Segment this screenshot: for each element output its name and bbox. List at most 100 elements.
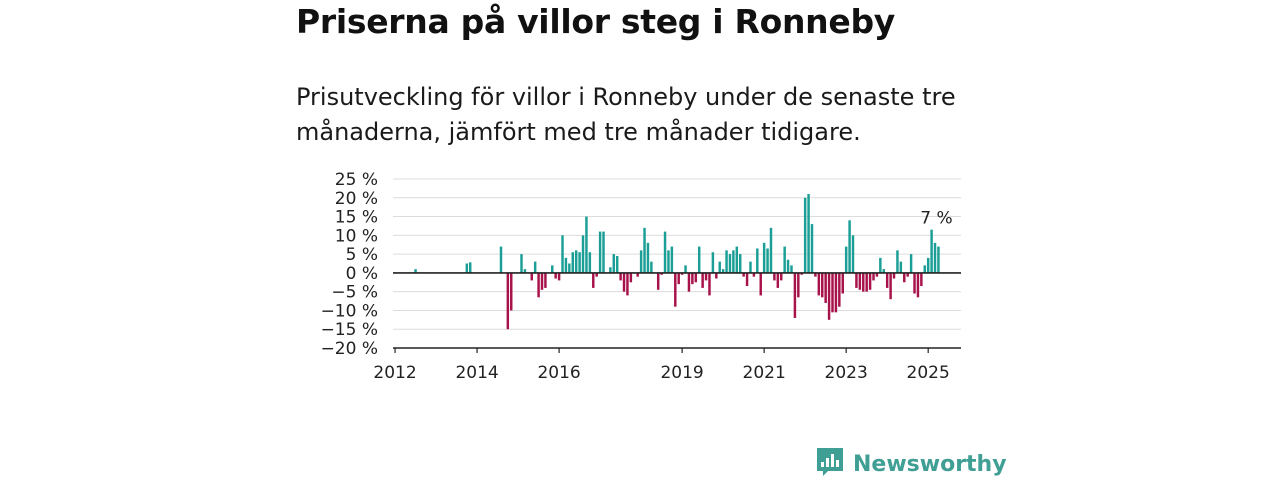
bar <box>469 262 472 273</box>
bar <box>506 272 510 330</box>
bar <box>721 269 725 273</box>
bar <box>544 272 547 288</box>
bar <box>537 272 540 298</box>
bar <box>920 272 923 287</box>
bar <box>588 252 592 273</box>
bar <box>684 265 687 273</box>
bar <box>872 272 875 281</box>
bar <box>923 265 927 273</box>
bar <box>930 229 933 273</box>
bar <box>656 272 660 290</box>
bar <box>465 263 469 273</box>
bar <box>629 272 633 283</box>
bar <box>916 272 920 298</box>
bar <box>783 246 786 273</box>
y-tick-label: 5 % <box>346 245 378 265</box>
bar <box>708 272 711 296</box>
bar <box>626 272 629 296</box>
bar <box>615 255 619 273</box>
bar <box>807 194 810 273</box>
bar <box>687 272 691 292</box>
bar <box>913 272 916 294</box>
bar <box>674 272 677 307</box>
bar <box>595 272 598 277</box>
bar <box>834 272 838 313</box>
bar <box>711 252 715 273</box>
bar <box>862 272 865 292</box>
bar <box>414 269 417 273</box>
bar <box>797 272 800 298</box>
bar <box>875 272 879 277</box>
bar <box>650 261 653 273</box>
bar <box>745 272 749 287</box>
bar <box>790 265 793 273</box>
bar <box>581 235 585 273</box>
bar <box>752 272 756 277</box>
x-tick-label: 2019 <box>660 363 703 383</box>
bar <box>766 248 769 273</box>
bar <box>903 272 906 283</box>
y-tick-label: −15 % <box>321 320 378 340</box>
bar <box>937 246 940 273</box>
newsworthy-brand-name: Newsworthy <box>853 451 1007 477</box>
y-tick-label: −5 % <box>331 283 378 303</box>
bar <box>899 261 903 273</box>
bar <box>933 242 937 273</box>
chart-title: Priserna på villor steg i Ronneby <box>296 2 895 41</box>
bar <box>865 272 868 292</box>
bar <box>602 231 605 273</box>
y-tick-label: 0 % <box>346 264 378 284</box>
x-tick-label: 2012 <box>373 363 416 383</box>
bar <box>660 272 663 275</box>
bar <box>643 227 646 273</box>
x-tick-label: 2021 <box>743 363 786 383</box>
bar <box>735 246 739 273</box>
bar <box>841 272 844 294</box>
bar <box>715 272 718 279</box>
chart-subtitle: Prisutveckling för villor i Ronneby unde… <box>296 83 956 146</box>
bar <box>701 272 704 288</box>
y-axis-labels: 25 %20 %15 %10 %5 %0 %−5 %−10 %−15 %−20 … <box>321 170 378 359</box>
bar <box>738 254 742 273</box>
bar <box>732 250 735 273</box>
bar <box>568 263 571 273</box>
bar <box>663 231 667 273</box>
bar <box>793 272 797 318</box>
bar <box>636 272 639 277</box>
bar <box>814 272 817 277</box>
bar <box>824 272 827 303</box>
y-tick-label: 25 % <box>335 170 378 190</box>
bar <box>803 197 807 273</box>
bar <box>896 250 899 273</box>
bar <box>838 272 841 307</box>
bars <box>414 194 940 330</box>
bar <box>909 254 913 273</box>
bar <box>612 254 616 273</box>
bar <box>554 272 557 279</box>
bar <box>670 246 674 273</box>
bar <box>725 250 728 273</box>
bar <box>882 269 885 273</box>
bar <box>677 272 680 285</box>
bar <box>619 272 622 281</box>
bar <box>821 272 824 298</box>
bar <box>574 250 578 273</box>
bar <box>680 272 684 275</box>
bar <box>609 267 612 273</box>
y-tick-label: −20 % <box>321 339 378 359</box>
bar <box>926 257 930 273</box>
bar <box>855 272 858 288</box>
bar <box>848 220 851 273</box>
bar <box>749 261 752 273</box>
y-tick-label: 15 % <box>335 208 378 228</box>
bar <box>851 235 855 273</box>
bar <box>510 272 513 311</box>
bar <box>831 272 834 313</box>
bar <box>868 272 872 290</box>
bar <box>523 269 527 273</box>
bar <box>499 246 503 273</box>
bar <box>800 272 803 275</box>
bar <box>889 272 892 300</box>
bar <box>756 248 759 273</box>
